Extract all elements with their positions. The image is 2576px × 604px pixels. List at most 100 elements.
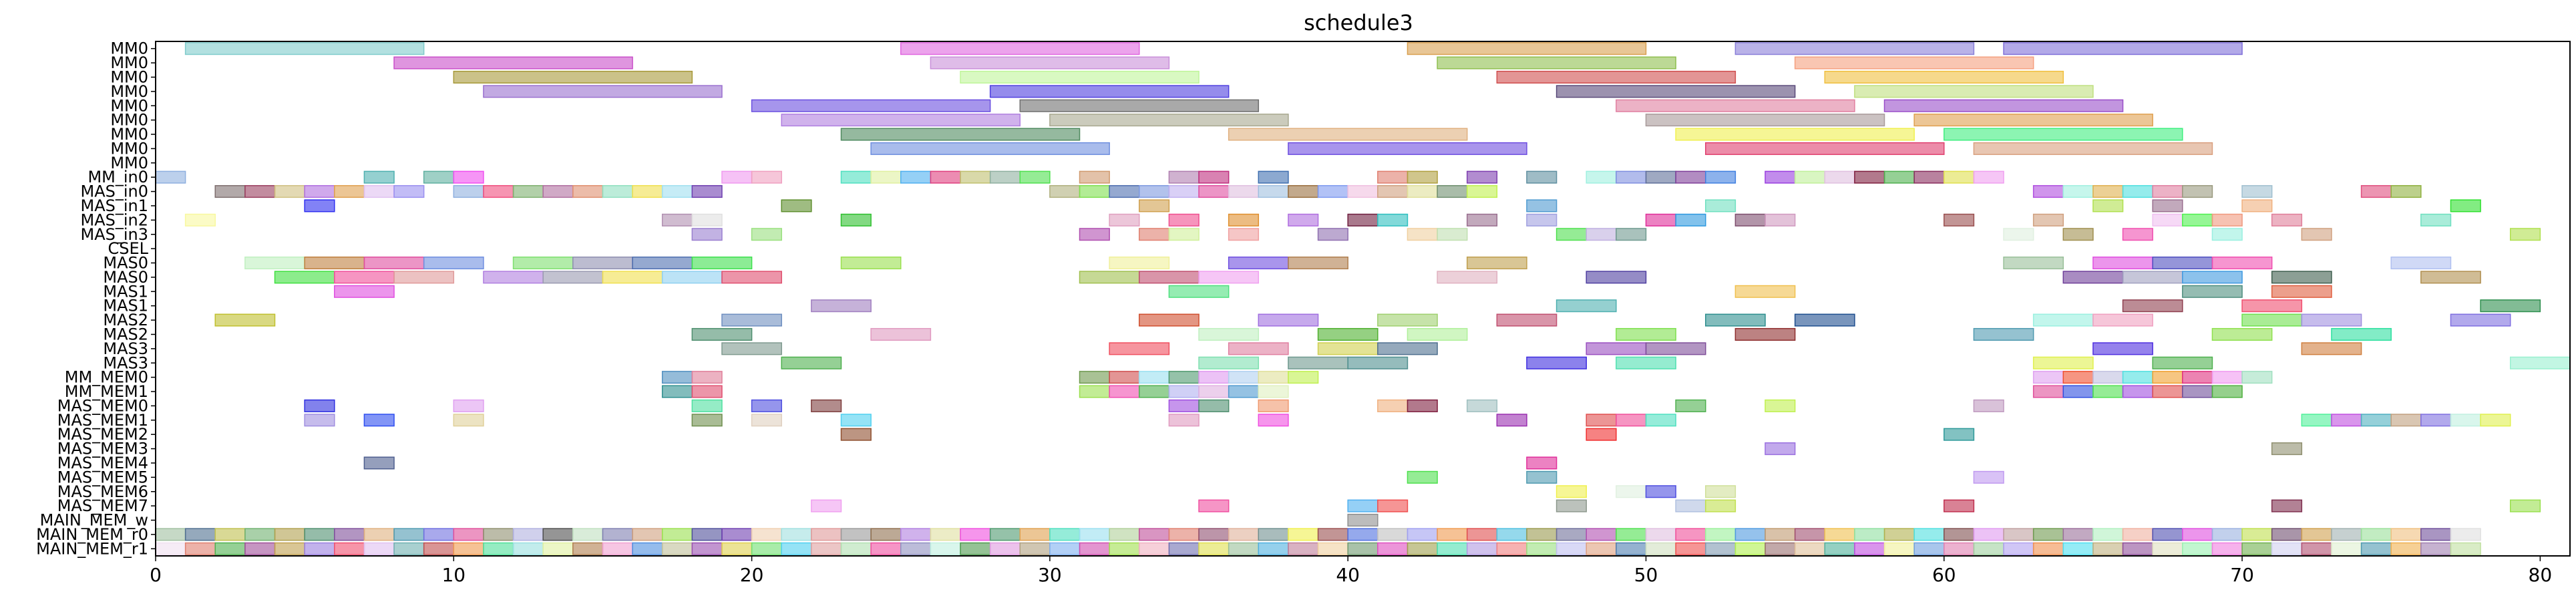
task-bar-21 xyxy=(781,114,1021,127)
mem-r0-bar-29 xyxy=(1019,528,1051,541)
y-tick-label: MM0 xyxy=(110,67,148,86)
mem-r1-bar-19 xyxy=(721,542,753,555)
y-tick-label: MM_in0 xyxy=(87,168,148,186)
mem-r1-bar-48 xyxy=(1586,542,1617,555)
task-bar-220 xyxy=(1407,327,1468,341)
mem-r0-bar-12 xyxy=(512,528,544,541)
mem-r1-bar-61 xyxy=(1973,542,2004,555)
mem-r0-bar-2 xyxy=(214,528,246,541)
mem-r0-bar-14 xyxy=(572,528,604,541)
task-bar-112 xyxy=(2092,199,2124,212)
mem-r1-bar-68 xyxy=(2182,542,2213,555)
task-bar-180 xyxy=(602,271,663,284)
task-bar-175 xyxy=(274,271,335,284)
task-bar-9 xyxy=(453,70,693,84)
task-bar-228 xyxy=(1228,342,1289,355)
task-bar-201 xyxy=(2241,299,2303,313)
mem-r1-bar-15 xyxy=(602,542,633,555)
task-bar-182 xyxy=(721,271,782,284)
task-bar-18 xyxy=(1019,99,1260,112)
plot-frame xyxy=(155,41,2571,557)
task-bar-198 xyxy=(811,299,872,313)
task-bar-166 xyxy=(1109,257,1170,270)
task-bar-155 xyxy=(2301,228,2332,241)
task-bar-111 xyxy=(1704,199,1736,212)
task-bar-158 xyxy=(304,257,365,270)
task-bar-236 xyxy=(1198,356,1260,369)
task-bar-252 xyxy=(1258,371,1289,384)
task-bar-303 xyxy=(1645,414,1676,427)
task-bar-35 xyxy=(423,170,455,184)
task-bar-130 xyxy=(1734,213,1766,226)
task-bar-41 xyxy=(900,170,932,184)
task-bar-3 xyxy=(1734,42,1975,55)
x-tick-label: 80 xyxy=(2529,564,2553,586)
task-bar-225 xyxy=(2331,327,2392,341)
task-bar-312 xyxy=(1586,428,1617,441)
task-bar-57 xyxy=(1675,170,1706,184)
mem-r1-bar-43 xyxy=(1437,542,1468,555)
mem-r0-bar-63 xyxy=(2032,528,2064,541)
task-bar-295 xyxy=(691,414,723,427)
y-tick-label: MAS_MEM3 xyxy=(57,440,148,458)
mem-r0-bar-3 xyxy=(244,528,276,541)
task-bar-76 xyxy=(512,185,544,198)
mem-r0-bar-75 xyxy=(2390,528,2422,541)
task-bar-211 xyxy=(2032,313,2094,327)
mem-r1-bar-60 xyxy=(1944,542,1975,555)
mem-r0-bar-54 xyxy=(1765,528,1796,541)
task-bar-299 xyxy=(1258,414,1289,427)
x-tick-label: 60 xyxy=(1932,564,1956,586)
mem-r1-bar-44 xyxy=(1466,542,1498,555)
x-tick-label: 0 xyxy=(150,564,162,586)
task-bar-321 xyxy=(1555,485,1587,498)
task-bar-331 xyxy=(1704,499,1736,512)
y-tick-label: MAS0 xyxy=(103,254,148,273)
mem-r1-bar-21 xyxy=(781,542,812,555)
mem-r0-bar-65 xyxy=(2092,528,2124,541)
mem-r0-bar-71 xyxy=(2271,528,2303,541)
mem-r0-bar-6 xyxy=(334,528,365,541)
task-bar-84 xyxy=(1079,185,1110,198)
task-bar-231 xyxy=(1586,342,1647,355)
task-bars xyxy=(155,42,2571,555)
task-bar-258 xyxy=(2152,371,2183,384)
mem-r0-bar-0 xyxy=(155,528,186,541)
task-bar-71 xyxy=(334,185,365,198)
task-bar-150 xyxy=(1616,228,1647,241)
mem-r1-bar-72 xyxy=(2301,542,2332,555)
mem-r1-bar-13 xyxy=(542,542,574,555)
mem-r1-bar-58 xyxy=(1883,542,1915,555)
mem-r0-bar-42 xyxy=(1407,528,1438,541)
task-bar-116 xyxy=(184,213,216,226)
x-tick-label: 40 xyxy=(1336,564,1360,586)
task-bar-165 xyxy=(840,257,902,270)
task-bar-106 xyxy=(2390,185,2422,198)
mem-r0-bar-23 xyxy=(840,528,872,541)
task-bar-110 xyxy=(1526,199,1557,212)
task-bar-270 xyxy=(1258,385,1289,398)
mem-r0-bar-36 xyxy=(1228,528,1260,541)
task-bar-205 xyxy=(1139,313,1200,327)
task-bar-77 xyxy=(542,185,574,198)
task-bar-291 xyxy=(1973,399,2004,412)
task-bar-125 xyxy=(1377,213,1409,226)
mem-r0-bar-74 xyxy=(2360,528,2392,541)
mem-r0-bar-1 xyxy=(184,528,216,541)
task-bar-328 xyxy=(1377,499,1409,512)
task-bar-42 xyxy=(930,170,961,184)
task-bar-241 xyxy=(2032,356,2094,369)
task-bar-244 xyxy=(661,371,693,384)
task-bar-293 xyxy=(363,414,395,427)
mem-r1-bar-2 xyxy=(214,542,246,555)
mem-r1-bar-33 xyxy=(1139,542,1170,555)
task-bar-27 xyxy=(1675,128,1915,141)
mem-r0-bar-57 xyxy=(1854,528,1885,541)
task-bar-272 xyxy=(2062,385,2094,398)
task-bar-99 xyxy=(2062,185,2094,198)
task-bar-172 xyxy=(2152,257,2213,270)
task-bar-89 xyxy=(1228,185,1260,198)
task-bar-174 xyxy=(2390,257,2452,270)
task-bar-121 xyxy=(1168,213,1200,226)
task-bar-131 xyxy=(1765,213,1796,226)
